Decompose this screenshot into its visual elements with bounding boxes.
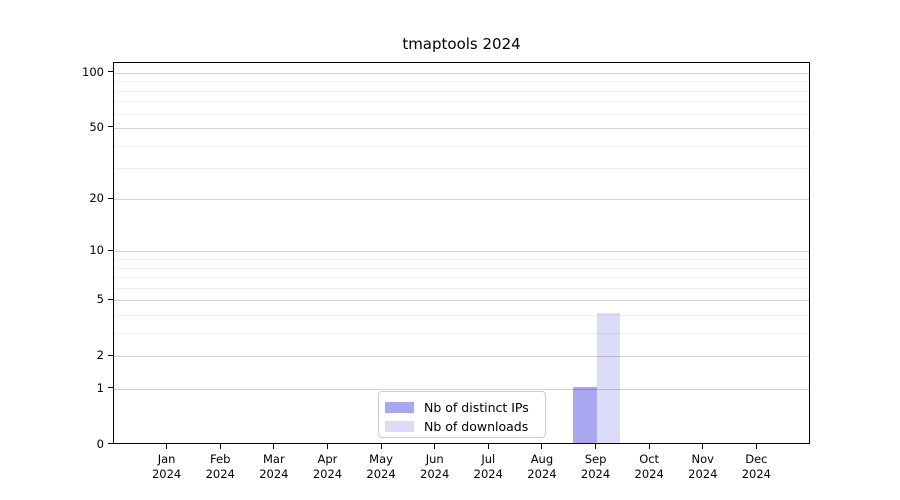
x-tick-label: Oct 2024 — [621, 452, 677, 482]
y-axis-tick — [108, 197, 113, 199]
y-axis-tick — [108, 298, 113, 300]
x-axis-tick — [648, 444, 650, 449]
x-tick-label: Nov 2024 — [675, 452, 731, 482]
y-tick-label: 0 — [96, 436, 104, 451]
y-axis-tick — [108, 249, 113, 251]
y-tick-label: 100 — [82, 64, 104, 79]
x-tick-label: Feb 2024 — [192, 452, 248, 482]
legend-item-downloads: Nb of downloads — [385, 417, 545, 436]
x-axis-tick — [595, 444, 597, 449]
x-axis-tick — [702, 444, 704, 449]
x-tick-label: Jun 2024 — [407, 452, 463, 482]
x-tick-label: Sep 2024 — [568, 452, 624, 482]
gridline-minor — [114, 101, 809, 103]
x-tick-label-year: 2024 — [741, 467, 772, 481]
x-axis-tick — [434, 444, 436, 449]
gridline-minor — [114, 267, 809, 269]
x-tick-label-year: 2024 — [473, 467, 503, 481]
x-tick-label: Jul 2024 — [460, 452, 516, 482]
x-tick-label-year: 2024 — [527, 467, 557, 481]
legend-swatch-distinct-ips-icon — [385, 402, 414, 413]
x-tick-label-year: 2024 — [420, 467, 450, 481]
x-axis-tick — [755, 444, 757, 449]
bar-nb-of-downloads-sep — [596, 313, 621, 443]
gridline-minor — [114, 314, 809, 316]
x-tick-label-year: 2024 — [205, 467, 235, 481]
gridline-major — [114, 127, 809, 129]
x-tick-label: Apr 2024 — [299, 452, 355, 482]
gridline-minor — [114, 332, 809, 334]
gridline-major — [114, 300, 809, 302]
bar-nb-of-distinct-ips-sep — [573, 387, 597, 443]
x-tick-label-year: 2024 — [151, 467, 182, 481]
x-tick-label: Dec 2024 — [728, 452, 784, 482]
y-axis-tick — [108, 71, 113, 73]
y-axis-tick — [108, 354, 113, 356]
gridline-minor — [114, 90, 809, 92]
y-tick-label: 2 — [96, 348, 104, 363]
y-tick-label: 10 — [89, 243, 104, 258]
x-tick-label: Aug 2024 — [514, 452, 570, 482]
x-tick-label-year: 2024 — [634, 467, 664, 481]
x-tick-label-year: 2024 — [259, 467, 289, 481]
gridline-minor — [114, 277, 809, 279]
legend-item-distinct-ips: Nb of distinct IPs — [385, 398, 545, 417]
y-axis-tick — [108, 126, 113, 128]
x-tick-label-year: 2024 — [366, 467, 396, 481]
y-tick-label: 1 — [96, 380, 104, 395]
gridline-minor — [114, 145, 809, 147]
x-tick-label-year: 2024 — [580, 467, 611, 481]
x-axis-tick — [166, 444, 168, 449]
x-tick-label-year: 2024 — [312, 467, 343, 481]
x-axis-tick — [326, 444, 328, 449]
x-axis-tick — [273, 444, 275, 449]
x-axis-tick — [487, 444, 489, 449]
y-tick-label: 20 — [89, 191, 104, 206]
gridline-major — [114, 388, 809, 390]
gridline-minor — [114, 81, 809, 83]
gridline-minor — [114, 168, 809, 170]
gridline-major — [114, 251, 809, 253]
y-axis-tick — [108, 443, 113, 444]
x-axis-tick — [541, 444, 543, 449]
x-axis-tick — [219, 444, 221, 449]
y-tick-label: 50 — [89, 119, 104, 134]
x-tick-label: Mar 2024 — [246, 452, 302, 482]
x-axis-tick — [380, 444, 382, 449]
gridline-minor — [114, 287, 809, 289]
legend: Nb of distinct IPs Nb of downloads — [378, 391, 546, 438]
y-tick-label: 5 — [96, 292, 104, 307]
plot-area — [113, 62, 810, 444]
legend-label-distinct-ips: Nb of distinct IPs — [424, 400, 529, 415]
x-tick-label-year: 2024 — [688, 467, 718, 481]
chart-title: tmaptools 2024 — [402, 35, 521, 53]
legend-swatch-downloads-icon — [385, 421, 414, 432]
gridline-minor — [114, 259, 809, 261]
x-tick-label: Jan 2024 — [139, 452, 195, 482]
gridline-minor — [114, 113, 809, 115]
gridline-major — [114, 199, 809, 201]
y-axis-tick — [108, 387, 113, 389]
legend-label-downloads: Nb of downloads — [424, 419, 529, 434]
x-tick-label: May 2024 — [353, 452, 409, 482]
gridline-major — [114, 356, 809, 358]
gridline-major — [114, 72, 809, 74]
